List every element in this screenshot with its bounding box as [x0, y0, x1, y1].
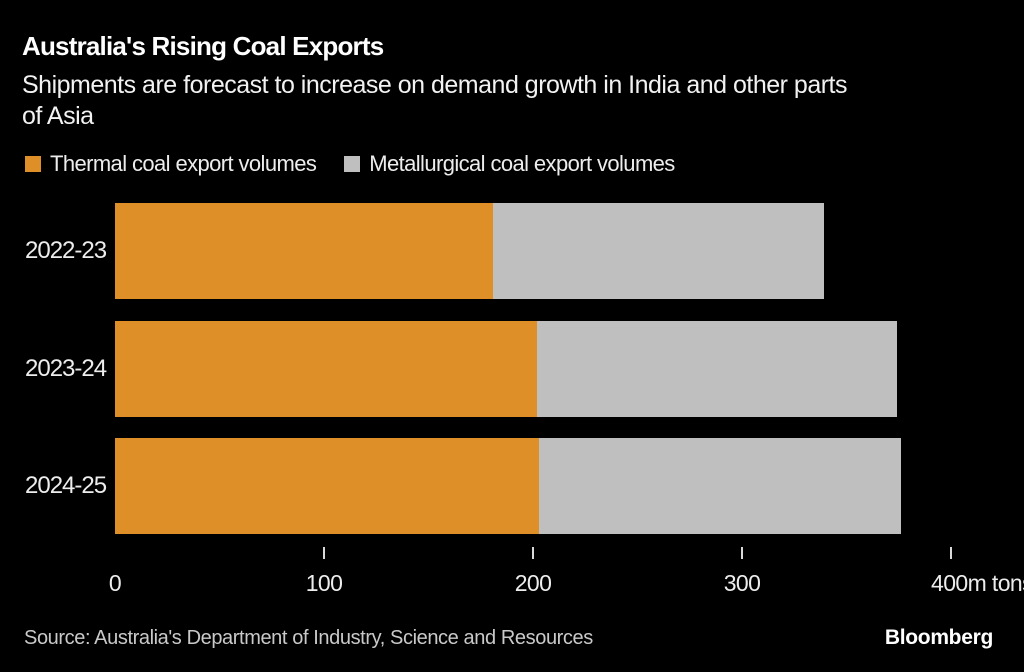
x-axis-label-300: 300 — [723, 570, 761, 596]
x-axis-tick-200 — [532, 547, 534, 559]
chart-subtitle: Shipments are forecast to increase on de… — [22, 70, 1022, 132]
legend-label-thermal: Thermal coal export volumes — [50, 151, 317, 176]
bar-segment-metallurgical-2024-25 — [539, 438, 901, 534]
bloomberg-logo: Bloomberg — [884, 626, 993, 649]
thermal-swatch-icon — [25, 156, 41, 172]
x-axis-label-100: 100 — [305, 570, 343, 596]
x-axis-tick-100 — [323, 547, 325, 559]
source-attribution: Source: Australia's Department of Indust… — [24, 627, 593, 649]
category-label-2023-24: 2023-24 — [25, 354, 107, 382]
metallurgical-swatch-icon — [344, 156, 361, 172]
legend-item-thermal: Thermal coal export volumes — [25, 151, 317, 177]
chart-subtitle-line-2: of Asia — [22, 102, 94, 130]
chart-title: Australia's Rising Coal Exports — [22, 31, 384, 61]
legend: Thermal coal export volumes Metallurgica… — [25, 151, 675, 177]
x-axis-tick-400 — [950, 547, 952, 559]
bar-segment-thermal-2024-25 — [115, 438, 540, 534]
bar-segment-metallurgical-2023-24 — [537, 320, 897, 417]
legend-item-metallurgical: Metallurgical coal export volumes — [344, 151, 675, 177]
category-label-2024-25: 2024-25 — [25, 472, 107, 499]
category-label-2022-23: 2022-23 — [25, 237, 107, 264]
bar-segment-thermal-2022-23 — [115, 203, 494, 299]
x-axis-label-0: 0 — [108, 570, 122, 596]
chart-subtitle-line-1: Shipments are forecast to increase on de… — [22, 71, 848, 99]
legend-label-metallurgical: Metallurgical coal export volumes — [369, 151, 675, 176]
x-axis-label-200: 200 — [514, 570, 552, 596]
x-axis-tick-300 — [741, 547, 743, 559]
bar-segment-thermal-2023-24 — [115, 320, 538, 417]
x-axis-label-400: 400m tons — [931, 570, 1024, 596]
bar-segment-metallurgical-2022-23 — [493, 203, 824, 299]
